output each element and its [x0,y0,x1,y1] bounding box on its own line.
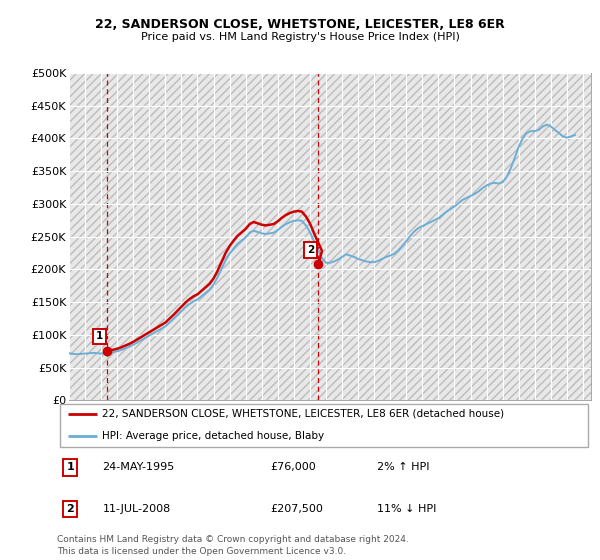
Text: 2: 2 [67,504,74,514]
Text: £207,500: £207,500 [271,504,323,514]
Text: 1: 1 [67,463,74,473]
Text: £76,000: £76,000 [271,463,316,473]
Text: 11% ↓ HPI: 11% ↓ HPI [377,504,437,514]
Text: Contains HM Land Registry data © Crown copyright and database right 2024.
This d: Contains HM Land Registry data © Crown c… [57,535,409,556]
Text: 1: 1 [96,331,103,341]
Text: 11-JUL-2008: 11-JUL-2008 [103,504,170,514]
FancyBboxPatch shape [59,404,589,447]
Text: Price paid vs. HM Land Registry's House Price Index (HPI): Price paid vs. HM Land Registry's House … [140,32,460,43]
Text: 2: 2 [307,245,314,255]
Text: 22, SANDERSON CLOSE, WHETSTONE, LEICESTER, LE8 6ER: 22, SANDERSON CLOSE, WHETSTONE, LEICESTE… [95,18,505,31]
Text: HPI: Average price, detached house, Blaby: HPI: Average price, detached house, Blab… [103,431,325,441]
Text: 22, SANDERSON CLOSE, WHETSTONE, LEICESTER, LE8 6ER (detached house): 22, SANDERSON CLOSE, WHETSTONE, LEICESTE… [103,409,505,419]
Text: 2% ↑ HPI: 2% ↑ HPI [377,463,430,473]
Text: 24-MAY-1995: 24-MAY-1995 [103,463,175,473]
